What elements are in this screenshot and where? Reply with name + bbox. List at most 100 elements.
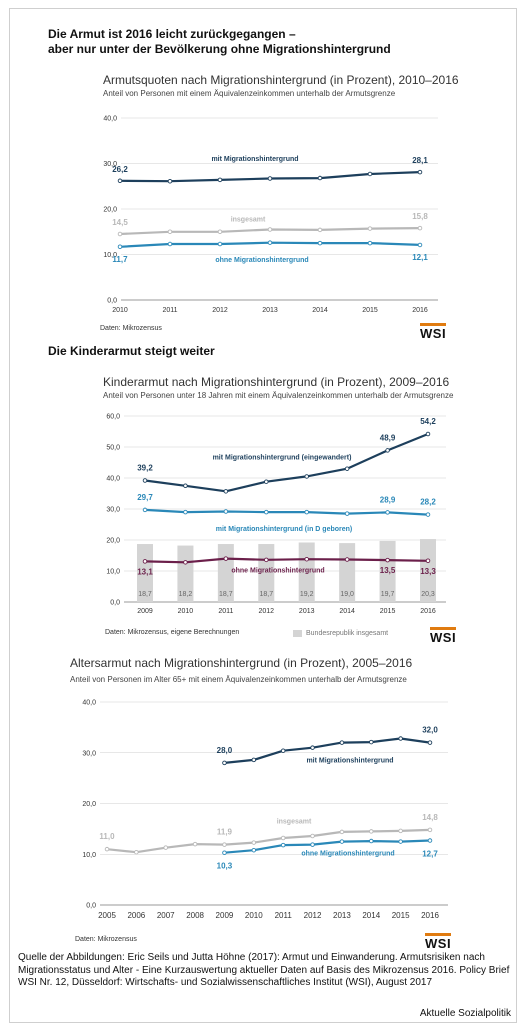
data-point	[134, 849, 139, 855]
bar	[177, 545, 194, 602]
headline-line-1: Die Armut ist 2016 leicht zurückgegangen…	[48, 27, 296, 41]
data-point	[222, 842, 227, 847]
x-tick-label: 2005	[98, 911, 116, 920]
x-tick-label: 2016	[420, 608, 436, 615]
data-point	[367, 171, 373, 177]
x-tick-label: 2015	[362, 307, 378, 314]
x-tick-label: 2010	[112, 307, 128, 314]
data-point	[167, 229, 173, 234]
series-line	[106, 828, 431, 854]
data-point	[167, 178, 173, 184]
data-point	[304, 509, 309, 515]
bar	[137, 544, 153, 602]
data-value-label: 13,5	[380, 566, 396, 575]
series-name-label: ohne Migrationshintergrund	[301, 850, 394, 857]
data-point	[317, 175, 323, 181]
y-tick-label: 10,0	[106, 569, 120, 576]
data-point	[251, 847, 257, 853]
data-point	[264, 557, 269, 563]
headline-line-2: aber nur unter der Bevölkerung ohne Migr…	[48, 42, 391, 56]
data-point	[280, 748, 286, 753]
data-point	[398, 828, 403, 834]
bar	[339, 543, 356, 602]
data-point	[217, 177, 223, 183]
data-value-label: 13,3	[420, 567, 436, 576]
data-point	[425, 558, 431, 564]
bar-value-label: 18,7	[219, 591, 233, 598]
data-point	[339, 829, 345, 835]
x-tick-label: 2009	[137, 608, 153, 615]
data-point	[217, 241, 223, 247]
data-point	[223, 556, 229, 561]
y-tick-label: 50,0	[106, 445, 120, 452]
data-point	[267, 240, 273, 245]
x-tick-label: 2011	[218, 608, 233, 615]
wsi-logo: WSI	[425, 933, 452, 950]
data-point	[367, 226, 373, 231]
series-line	[224, 737, 431, 764]
series-line	[144, 557, 429, 564]
data-point	[280, 842, 286, 848]
bar	[298, 542, 315, 602]
data-point	[142, 507, 148, 513]
data-point	[217, 229, 223, 234]
x-tick-label: 2012	[258, 608, 274, 615]
headline-kinder: Die Kinderarmut steigt weiter	[48, 344, 215, 358]
data-point	[317, 227, 323, 233]
y-tick-label: 40,0	[106, 476, 120, 483]
data-point	[339, 740, 345, 745]
data-value-label: 32,0	[422, 726, 438, 735]
data-point	[183, 560, 188, 565]
data-point	[310, 842, 315, 847]
y-tick-label: 30,0	[82, 750, 96, 757]
bar-value-label: 19,2	[300, 591, 314, 598]
series-name-label: ohne Migrationshintergrund	[231, 568, 324, 575]
chart1-title: Armutsquoten nach Migrationshintergrund …	[103, 73, 459, 87]
data-point	[251, 757, 257, 763]
bar-value-label: 18,2	[179, 591, 193, 598]
data-value-label: 11,7	[112, 255, 128, 264]
chart3-subtitle: Anteil von Personen im Alter 65+ mit ein…	[70, 675, 407, 684]
x-tick-label: 2007	[157, 911, 175, 920]
data-value-label: 12,7	[422, 850, 438, 859]
data-point	[427, 838, 433, 843]
data-point	[427, 740, 433, 745]
data-point	[280, 835, 286, 841]
data-point	[398, 736, 403, 741]
chart2-title: Kinderarmut nach Migrationshintergrund (…	[103, 375, 450, 389]
chart3-title: Altersarmut nach Migrationshintergrund (…	[70, 656, 413, 670]
series-name-label: mit Migrationshintergrund (eingewandert)	[213, 455, 352, 462]
series-name-label: mit Migrationshintergrund (in D geboren)	[216, 526, 353, 533]
data-point	[163, 845, 168, 850]
chart1-source: Daten: Mikrozensus	[100, 325, 162, 332]
data-point	[425, 431, 431, 437]
y-tick-label: 20,0	[103, 207, 117, 214]
x-tick-label: 2010	[178, 608, 194, 615]
data-point	[267, 227, 273, 232]
data-point	[142, 559, 148, 564]
data-point	[417, 242, 423, 248]
data-point	[117, 244, 123, 250]
data-point	[417, 169, 423, 175]
data-point	[369, 838, 374, 844]
data-point	[385, 557, 390, 563]
data-value-label: 54,2	[420, 417, 436, 426]
data-point	[104, 846, 110, 852]
data-point	[222, 760, 227, 766]
x-tick-label: 2010	[245, 911, 263, 920]
series-name-label: ohne Migrationshintergrund	[215, 257, 308, 264]
x-tick-label: 2012	[304, 911, 322, 920]
data-value-label: 28,2	[420, 498, 436, 507]
data-value-label: 26,2	[112, 165, 128, 174]
chart3-source: Daten: Mikrozensus	[75, 936, 137, 943]
data-point	[427, 827, 433, 833]
data-point	[344, 511, 350, 516]
footer-citation: Quelle der Abbildungen: Eric Seils und J…	[18, 952, 510, 988]
data-value-label: 10,3	[217, 862, 233, 871]
series-name-label: mit Migrationshintergrund	[211, 156, 298, 163]
x-tick-label: 2015	[380, 608, 396, 615]
wsi-logo: WSI	[430, 627, 457, 644]
data-point	[385, 448, 390, 453]
